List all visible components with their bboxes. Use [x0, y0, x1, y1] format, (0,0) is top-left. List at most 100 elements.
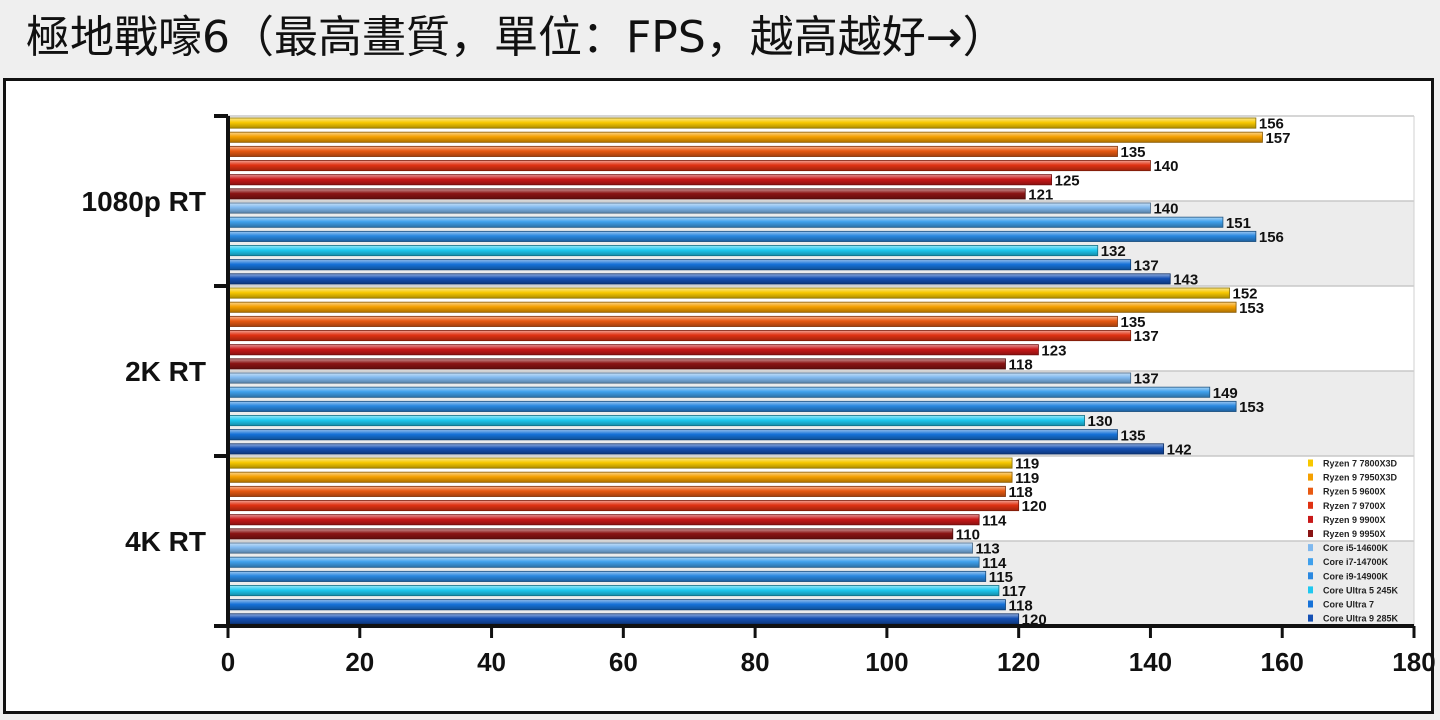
- x-tick-label: 140: [1129, 647, 1172, 677]
- group-band: [228, 371, 1414, 456]
- value-label: 137: [1134, 257, 1159, 274]
- value-label: 119: [1015, 456, 1039, 473]
- value-label: 119: [1015, 470, 1039, 487]
- value-label: 118: [1008, 356, 1032, 373]
- category-label: 4K RT: [125, 526, 206, 557]
- value-label: 151: [1226, 215, 1251, 232]
- bar: [227, 570, 987, 582]
- value-label: 153: [1239, 399, 1264, 416]
- bar: [227, 287, 1230, 299]
- group-band: [228, 201, 1414, 286]
- value-label: 149: [1213, 385, 1238, 402]
- chart-title: 極地戰嚎6（最高畫質，單位：FPS，越高越好→）: [26, 12, 1007, 63]
- value-label: 135: [1121, 144, 1146, 161]
- category-label: 1080p RT: [82, 186, 207, 217]
- legend-label: Core i9-14900K: [1323, 571, 1389, 581]
- bar: [227, 415, 1085, 427]
- legend-label: Core Ultra 9 285K: [1323, 614, 1399, 624]
- x-tick-label: 80: [741, 647, 770, 677]
- value-label: 114: [982, 512, 1007, 529]
- legend-swatch: [1308, 586, 1313, 594]
- value-label: 153: [1239, 300, 1264, 317]
- x-tick-label: 40: [477, 647, 506, 677]
- value-label: 140: [1153, 158, 1178, 175]
- value-label: 114: [982, 555, 1007, 572]
- group-band: [228, 541, 1414, 626]
- bar: [227, 500, 1020, 512]
- bar: [227, 245, 1099, 257]
- legend-label: Ryzen 7 9700X: [1323, 501, 1386, 511]
- bar: [227, 344, 1039, 356]
- bar: [227, 528, 954, 540]
- bar: [227, 585, 1000, 597]
- legend-swatch: [1308, 544, 1313, 552]
- category-label: 2K RT: [125, 356, 206, 387]
- value-label: 156: [1259, 116, 1284, 133]
- value-label: 156: [1259, 229, 1284, 246]
- x-tick-label: 0: [221, 647, 235, 677]
- bar: [227, 556, 980, 568]
- bar: [227, 117, 1257, 129]
- value-label: 115: [989, 569, 1013, 586]
- bar: [227, 230, 1257, 242]
- legend-label: Core Ultra 7: [1323, 600, 1374, 610]
- value-label: 132: [1101, 243, 1126, 260]
- legend-label: Core Ultra 5 245K: [1323, 585, 1399, 595]
- value-label: 152: [1233, 286, 1258, 303]
- value-label: 121: [1028, 186, 1053, 203]
- bar: [227, 145, 1118, 157]
- bar: [227, 131, 1263, 143]
- legend-swatch: [1308, 614, 1313, 622]
- legend-swatch: [1308, 459, 1313, 467]
- bar: [227, 457, 1013, 469]
- value-label: 118: [1008, 484, 1032, 501]
- value-label: 142: [1167, 441, 1192, 458]
- bar: [227, 386, 1211, 398]
- value-label: 135: [1121, 427, 1146, 444]
- bar: [227, 485, 1006, 497]
- bar: [227, 160, 1151, 172]
- legend-swatch: [1308, 487, 1313, 495]
- value-label: 135: [1121, 314, 1146, 331]
- legend-swatch: [1308, 515, 1313, 523]
- bar: [227, 400, 1237, 412]
- bar: [227, 514, 980, 526]
- bar: [227, 301, 1237, 313]
- bar: [227, 358, 1006, 370]
- value-label: 137: [1134, 328, 1159, 345]
- legend-label: Ryzen 9 9950X: [1323, 529, 1386, 539]
- value-label: 143: [1173, 271, 1198, 288]
- value-label: 140: [1153, 201, 1178, 218]
- bar: [227, 613, 1020, 625]
- value-label: 117: [1002, 583, 1026, 600]
- x-tick-label: 120: [997, 647, 1040, 677]
- legend-swatch: [1308, 600, 1313, 608]
- x-tick-label: 100: [865, 647, 908, 677]
- legend-swatch: [1308, 530, 1313, 537]
- value-label: 130: [1088, 413, 1113, 430]
- legend-label: Ryzen 9 7950X3D: [1323, 473, 1398, 483]
- bar: [227, 471, 1013, 483]
- bar: [227, 429, 1118, 441]
- x-tick-label: 20: [345, 647, 374, 677]
- bar: [227, 315, 1118, 327]
- value-label: 110: [956, 526, 980, 543]
- x-tick-label: 160: [1261, 647, 1304, 677]
- bar: [227, 273, 1171, 285]
- legend-label: Core i7-14700K: [1323, 557, 1389, 567]
- legend-swatch: [1308, 501, 1313, 509]
- value-label: 120: [1022, 498, 1047, 515]
- bar: [227, 542, 973, 554]
- x-tick-label: 180: [1392, 647, 1435, 677]
- title-bar: 極地戰嚎6（最高畫質，單位：FPS，越高越好→）: [0, 0, 1440, 76]
- bar: [227, 174, 1053, 186]
- bar: [227, 330, 1132, 342]
- bar: [227, 259, 1132, 271]
- bar: [227, 202, 1151, 214]
- legend-label: Core i5-14600K: [1323, 543, 1389, 553]
- value-label: 137: [1134, 371, 1159, 388]
- bar: [227, 443, 1165, 455]
- legend-label: Ryzen 5 9600X: [1323, 487, 1386, 497]
- legend-swatch: [1308, 572, 1313, 580]
